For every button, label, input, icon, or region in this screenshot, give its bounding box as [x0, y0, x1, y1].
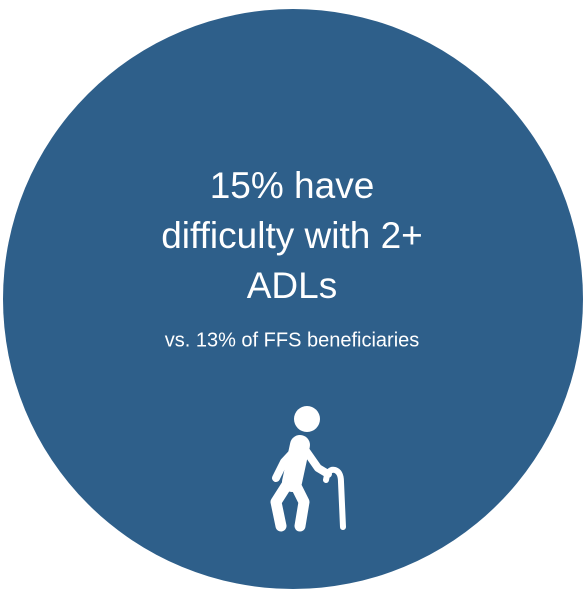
headline-line: ADLs	[247, 265, 337, 306]
elderly-person-icon	[270, 406, 346, 532]
circle-background	[3, 9, 583, 589]
headline-line: difficulty with 2+	[161, 215, 423, 256]
headline-line: 15% have	[210, 165, 375, 206]
subtext: vs. 13% of FFS beneficiaries	[165, 329, 420, 351]
